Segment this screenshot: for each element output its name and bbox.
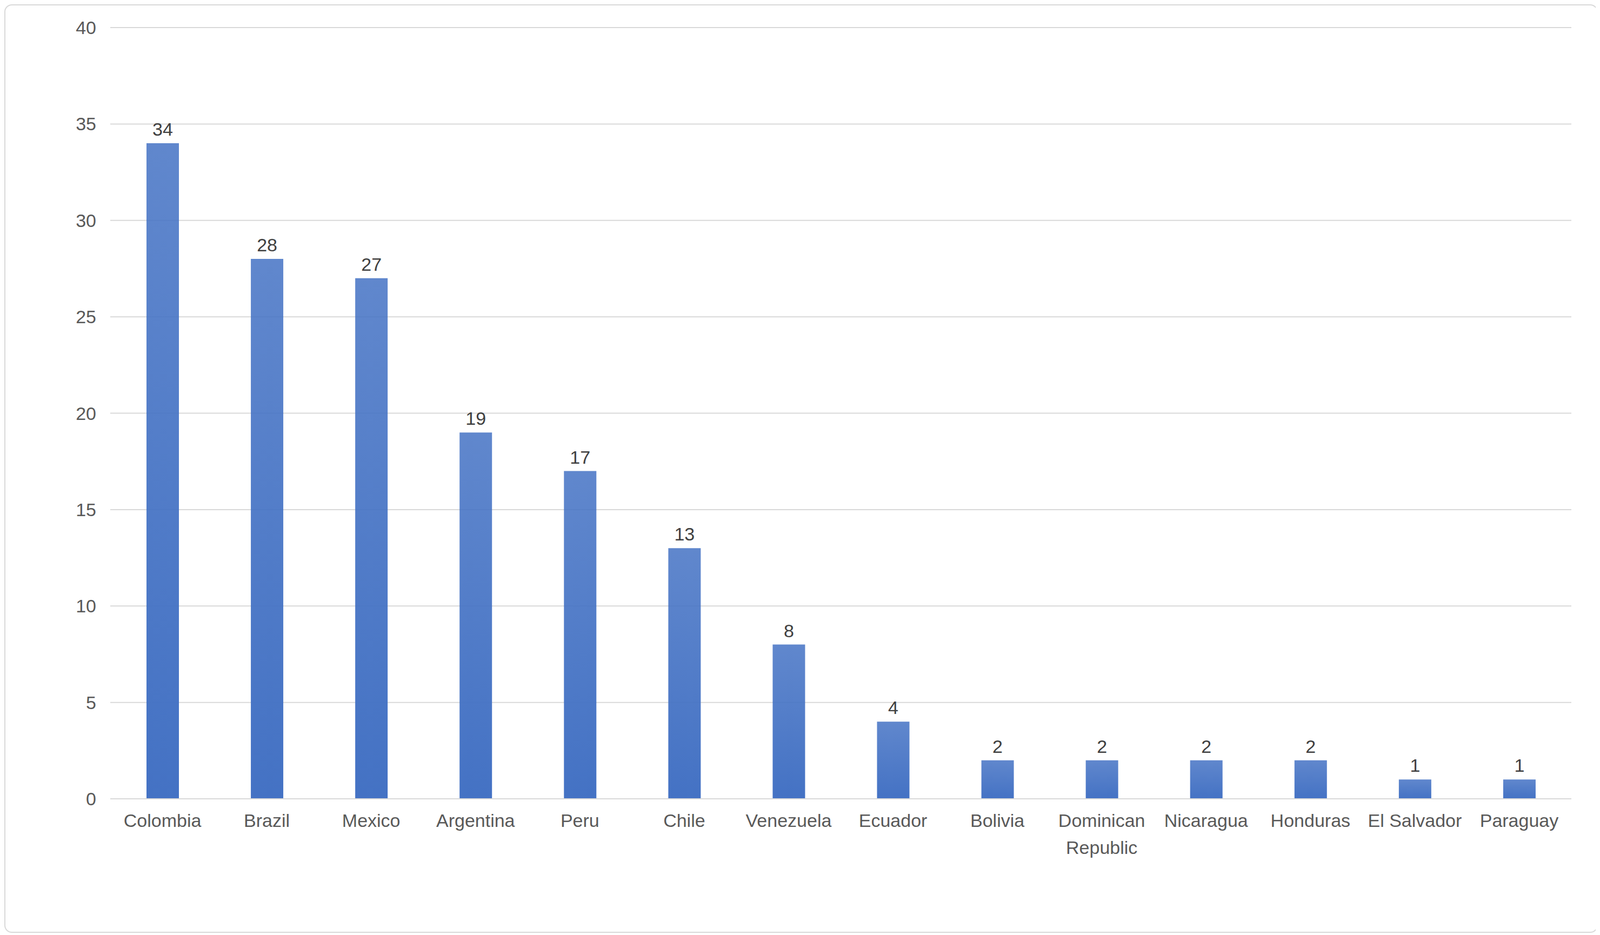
svg-text:2: 2 [992, 736, 1003, 757]
svg-text:1: 1 [1409, 755, 1420, 776]
svg-text:19: 19 [465, 408, 486, 429]
svg-text:35: 35 [75, 113, 97, 135]
svg-text:40: 40 [75, 17, 97, 38]
svg-text:20: 20 [75, 403, 97, 424]
svg-text:DominicanRepublic: DominicanRepublic [1058, 810, 1146, 858]
svg-text:1: 1 [1514, 755, 1525, 776]
svg-text:0: 0 [85, 788, 97, 810]
svg-text:2: 2 [1201, 736, 1212, 757]
svg-text:30: 30 [75, 210, 97, 231]
svg-text:Bolivia: Bolivia [970, 810, 1025, 831]
svg-text:Colombia: Colombia [123, 810, 202, 831]
svg-text:Ecuador: Ecuador [858, 810, 928, 831]
svg-text:15: 15 [75, 499, 97, 520]
svg-text:4: 4 [888, 697, 899, 718]
svg-text:El Salvador: El Salvador [1367, 810, 1462, 831]
svg-text:Peru: Peru [560, 810, 600, 831]
svg-text:34: 34 [152, 118, 173, 140]
svg-text:27: 27 [361, 254, 382, 275]
svg-text:Brazil: Brazil [243, 810, 290, 831]
svg-text:Venezuela: Venezuela [745, 810, 832, 831]
svg-text:28: 28 [256, 234, 278, 256]
svg-text:2: 2 [1305, 736, 1316, 757]
svg-text:25: 25 [75, 306, 97, 328]
svg-text:Chile: Chile [663, 810, 705, 831]
svg-text:Mexico: Mexico [342, 810, 401, 831]
svg-text:Nicaragua: Nicaragua [1164, 810, 1249, 831]
svg-text:8: 8 [783, 620, 795, 642]
svg-text:2: 2 [1096, 736, 1108, 757]
svg-text:13: 13 [674, 523, 695, 545]
svg-text:5: 5 [85, 692, 97, 713]
svg-text:Argentina: Argentina [436, 810, 516, 831]
svg-text:17: 17 [569, 447, 591, 468]
svg-text:Paraguay: Paraguay [1480, 810, 1559, 831]
svg-text:Honduras: Honduras [1270, 810, 1351, 831]
svg-text:10: 10 [75, 595, 97, 617]
